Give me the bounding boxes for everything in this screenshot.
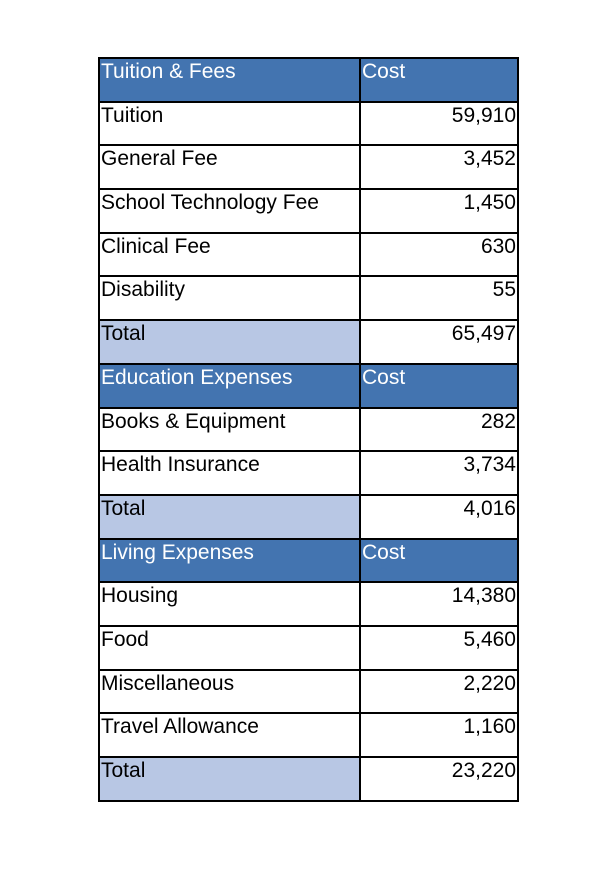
total-label: Total <box>98 756 361 802</box>
cost-table: Tuition & Fees Cost Tuition 59,910 General F… <box>98 57 519 802</box>
table-row: Food 5,460 <box>98 624 519 671</box>
item-cost: 1,160 <box>359 712 519 758</box>
section-header-row: Living Expenses Cost <box>98 537 519 584</box>
table-row: Housing 14,380 <box>98 581 519 627</box>
item-cost: 14,380 <box>359 581 519 627</box>
cost-header: Cost <box>359 57 519 103</box>
total-row: Total 4,016 <box>98 493 519 540</box>
item-label: Miscellaneous <box>98 668 361 715</box>
section-title: Education Expenses <box>98 362 361 409</box>
section-header-row: Tuition & Fees Cost <box>98 57 519 103</box>
total-value: 23,220 <box>359 756 519 802</box>
table-row: Travel Allowance 1,160 <box>98 712 519 758</box>
item-label: Tuition <box>98 100 361 147</box>
section-title: Living Expenses <box>98 537 361 584</box>
item-cost: 5,460 <box>359 624 519 671</box>
total-row: Total 23,220 <box>98 756 519 802</box>
table-row: Disability 55 <box>98 275 519 322</box>
table-row: Clinical Fee 630 <box>98 231 519 278</box>
table-row: Books & Equipment 282 <box>98 406 519 453</box>
item-cost: 3,452 <box>359 144 519 191</box>
section-title: Tuition & Fees <box>98 57 361 103</box>
cost-header: Cost <box>359 362 519 409</box>
item-label: Clinical Fee <box>98 231 361 278</box>
item-label: Health Insurance <box>98 450 361 496</box>
item-cost: 1,450 <box>359 188 519 234</box>
item-label: Food <box>98 624 361 671</box>
item-label: Disability <box>98 275 361 322</box>
section-header-row: Education Expenses Cost <box>98 362 519 409</box>
total-value: 65,497 <box>359 319 519 365</box>
item-label: Housing <box>98 581 361 627</box>
item-cost: 2,220 <box>359 668 519 715</box>
item-label: Travel Allowance <box>98 712 361 758</box>
item-cost: 55 <box>359 275 519 322</box>
total-row: Total 65,497 <box>98 319 519 365</box>
item-cost: 630 <box>359 231 519 278</box>
table-row: General Fee 3,452 <box>98 144 519 191</box>
cost-header: Cost <box>359 537 519 584</box>
item-label: School Technology Fee <box>98 188 361 234</box>
total-label: Total <box>98 493 361 540</box>
table-row: Miscellaneous 2,220 <box>98 668 519 715</box>
total-label: Total <box>98 319 361 365</box>
item-label: General Fee <box>98 144 361 191</box>
item-label: Books & Equipment <box>98 406 361 453</box>
item-cost: 3,734 <box>359 450 519 496</box>
item-cost: 59,910 <box>359 100 519 147</box>
table-row: School Technology Fee 1,450 <box>98 188 519 234</box>
total-value: 4,016 <box>359 493 519 540</box>
item-cost: 282 <box>359 406 519 453</box>
table-row: Health Insurance 3,734 <box>98 450 519 496</box>
table-row: Tuition 59,910 <box>98 100 519 147</box>
